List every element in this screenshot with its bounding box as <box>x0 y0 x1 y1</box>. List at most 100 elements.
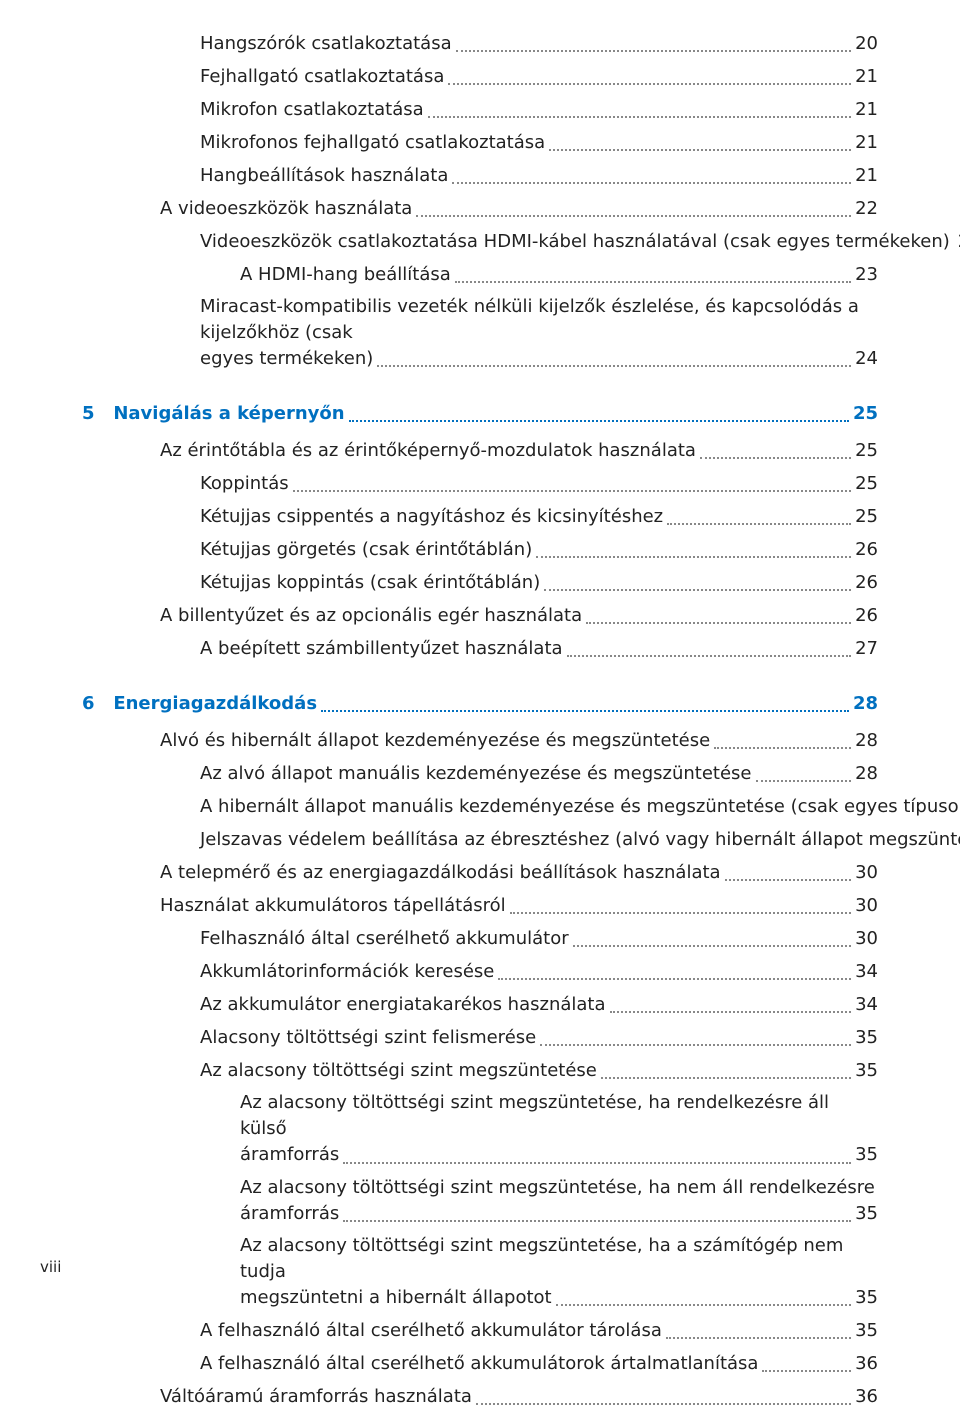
toc-entry[interactable]: Alvó és hibernált állapot kezdeményezése… <box>82 727 878 754</box>
toc-entry[interactable]: Hangszórók csatlakoztatása 20 <box>82 30 878 57</box>
toc-leader-dots <box>601 1077 851 1079</box>
toc-entry[interactable]: Az alacsony töltöttségi szint megszüntet… <box>82 1175 878 1227</box>
toc-entry[interactable]: Miracast-kompatibilis vezeték nélküli ki… <box>82 294 878 372</box>
toc-entry-label: Az alacsony töltöttségi szint megszüntet… <box>200 1057 597 1084</box>
toc-entry-label: Jelszavas védelem beállítása az ébreszté… <box>200 826 960 853</box>
toc-leader-dots <box>343 1162 851 1164</box>
toc-entry-page: 35 <box>855 1201 878 1227</box>
toc-entry[interactable]: Alacsony töltöttségi szint felismerése35 <box>82 1024 878 1051</box>
toc-entry-page: 36 <box>855 1350 878 1377</box>
toc-entry-page: 20 <box>855 30 878 57</box>
toc-entry-page: 25 <box>853 400 878 427</box>
toc-entry-page: 21 <box>855 63 878 90</box>
toc-entry-label: 5 Navigálás a képernyőn <box>82 400 345 427</box>
toc-entry-page: 21 <box>855 129 878 156</box>
toc-leader-dots <box>586 622 851 624</box>
toc-entry[interactable]: Videoeszközök csatlakoztatása HDMI-kábel… <box>82 228 878 255</box>
toc-entry-page: 24 <box>855 346 878 372</box>
toc-entry-page: 30 <box>855 859 878 886</box>
toc-entry-page: 36 <box>855 1383 878 1410</box>
toc-leader-dots <box>428 116 851 118</box>
toc-entry-label: Az érintőtábla és az érintőképernyő-mozd… <box>160 437 696 464</box>
toc-entry[interactable]: Kétujjas csippentés a nagyításhoz és kic… <box>82 503 878 530</box>
toc-entry-label: Az alacsony töltöttségi szint megszüntet… <box>240 1233 878 1285</box>
toc-leader-dots <box>536 556 851 558</box>
toc-entry[interactable]: Hangbeállítások használata 21 <box>82 162 878 189</box>
toc-leader-dots <box>610 1011 852 1013</box>
toc-entry-label: Mikrofon csatlakoztatása <box>200 96 424 123</box>
toc-section-heading[interactable]: 5 Navigálás a képernyőn 25 <box>82 400 878 427</box>
toc-leader-dots <box>714 747 851 749</box>
toc-entry-label: Használat akkumulátoros tápellátásról <box>160 892 506 919</box>
toc-entry-page: 22 <box>855 195 878 222</box>
toc-entry[interactable]: Koppintás25 <box>82 470 878 497</box>
toc-entry-label: A felhasználó által cserélhető akkumulát… <box>200 1350 758 1377</box>
toc-leader-dots <box>544 589 851 591</box>
toc-entry[interactable]: A videoeszközök használata 22 <box>82 195 878 222</box>
toc-entry[interactable]: Akkumlátorinformációk keresése34 <box>82 958 878 985</box>
toc-leader-dots <box>293 490 851 492</box>
toc-entry[interactable]: Az alvó állapot manuális kezdeményezése … <box>82 760 878 787</box>
toc-entry-page: 25 <box>855 470 878 497</box>
toc-leader-dots <box>476 1403 851 1405</box>
toc-entry[interactable]: Fejhallgató csatlakoztatása21 <box>82 63 878 90</box>
toc-entry[interactable]: Használat akkumulátoros tápellátásról 30 <box>82 892 878 919</box>
toc-entry-page: 26 <box>855 569 878 596</box>
toc-entry[interactable]: A HDMI-hang beállítása 23 <box>82 261 878 288</box>
toc-entry-label: A beépített számbillentyűzet használata <box>200 635 563 662</box>
toc-entry-label: A telepmérő és az energiagazdálkodási be… <box>160 859 721 886</box>
page-number: viii <box>40 1258 61 1276</box>
toc-entry-label: Felhasználó által cserélhető akkumulátor <box>200 925 569 952</box>
toc-entry[interactable]: Jelszavas védelem beállítása az ébreszté… <box>82 826 878 853</box>
toc-entry[interactable]: A felhasználó által cserélhető akkumulát… <box>82 1350 878 1377</box>
toc-entry[interactable]: A hibernált állapot manuális kezdeményez… <box>82 793 878 820</box>
toc-entry[interactable]: A beépített számbillentyűzet használata2… <box>82 635 878 662</box>
toc-section-heading[interactable]: 6 Energiagazdálkodás28 <box>82 690 878 717</box>
toc-entry-page: 26 <box>855 602 878 629</box>
toc-entry[interactable]: A telepmérő és az energiagazdálkodási be… <box>82 859 878 886</box>
toc-entry[interactable]: Az alacsony töltöttségi szint megszüntet… <box>82 1090 878 1168</box>
toc-entry[interactable]: Kétujjas görgetés (csak érintőtáblán)26 <box>82 536 878 563</box>
toc-entry-page: 23 <box>855 261 878 288</box>
toc-entry[interactable]: Kétujjas koppintás (csak érintőtáblán)26 <box>82 569 878 596</box>
toc-entry[interactable]: A felhasználó által cserélhető akkumulát… <box>82 1317 878 1344</box>
toc-leader-dots <box>700 457 851 459</box>
toc-entry[interactable]: Felhasználó által cserélhető akkumulátor… <box>82 925 878 952</box>
toc-entry-page: 30 <box>855 892 878 919</box>
toc-entry-label: Alvó és hibernált állapot kezdeményezése… <box>160 727 710 754</box>
toc-leader-dots <box>377 365 851 367</box>
toc-entry-label: Az alvó állapot manuális kezdeményezése … <box>200 760 752 787</box>
toc-entry-label: A felhasználó által cserélhető akkumulát… <box>200 1317 662 1344</box>
toc-entry-page: 21 <box>855 96 878 123</box>
toc-entry[interactable]: Az érintőtábla és az érintőképernyő-mozd… <box>82 437 878 464</box>
toc-leader-dots <box>455 281 851 283</box>
toc-leader-dots <box>321 710 849 712</box>
toc-leader-dots <box>762 1370 851 1372</box>
toc-entry-label: A HDMI-hang beállítása <box>240 261 451 288</box>
toc-entry-page: 21 <box>855 162 878 189</box>
toc-entry[interactable]: Az alacsony töltöttségi szint megszüntet… <box>82 1057 878 1084</box>
toc-entry[interactable]: Mikrofonos fejhallgató csatlakoztatása21 <box>82 129 878 156</box>
toc-entry-label: Hangszórók csatlakoztatása <box>200 30 452 57</box>
toc-entry-label: Hangbeállítások használata <box>200 162 448 189</box>
toc-leader-dots <box>452 182 851 184</box>
toc-entry[interactable]: Mikrofon csatlakoztatása 21 <box>82 96 878 123</box>
toc-entry-page: 25 <box>855 437 878 464</box>
toc-entry-page: 35 <box>855 1285 878 1311</box>
toc-entry-label: A videoeszközök használata <box>160 195 412 222</box>
toc-leader-dots <box>416 215 851 217</box>
toc-entry-page: 34 <box>855 991 878 1018</box>
toc-entry-label: Kétujjas görgetés (csak érintőtáblán) <box>200 536 532 563</box>
toc-leader-dots <box>567 655 852 657</box>
toc-entry[interactable]: Váltóáramú áramforrás használata36 <box>82 1383 878 1410</box>
toc-entry[interactable]: A billentyűzet és az opcionális egér has… <box>82 602 878 629</box>
toc-entry[interactable]: Az alacsony töltöttségi szint megszüntet… <box>82 1233 878 1311</box>
toc-leader-dots <box>573 945 851 947</box>
toc-entry-page: 35 <box>855 1317 878 1344</box>
toc-leader-dots <box>540 1044 851 1046</box>
toc-leader-dots <box>725 879 852 881</box>
toc-leader-dots <box>343 1220 851 1222</box>
toc-entry[interactable]: Az akkumulátor energiatakarékos használa… <box>82 991 878 1018</box>
table-of-contents: Hangszórók csatlakoztatása 20 Fejhallgató … <box>82 30 878 1410</box>
toc-leader-dots <box>549 149 851 151</box>
